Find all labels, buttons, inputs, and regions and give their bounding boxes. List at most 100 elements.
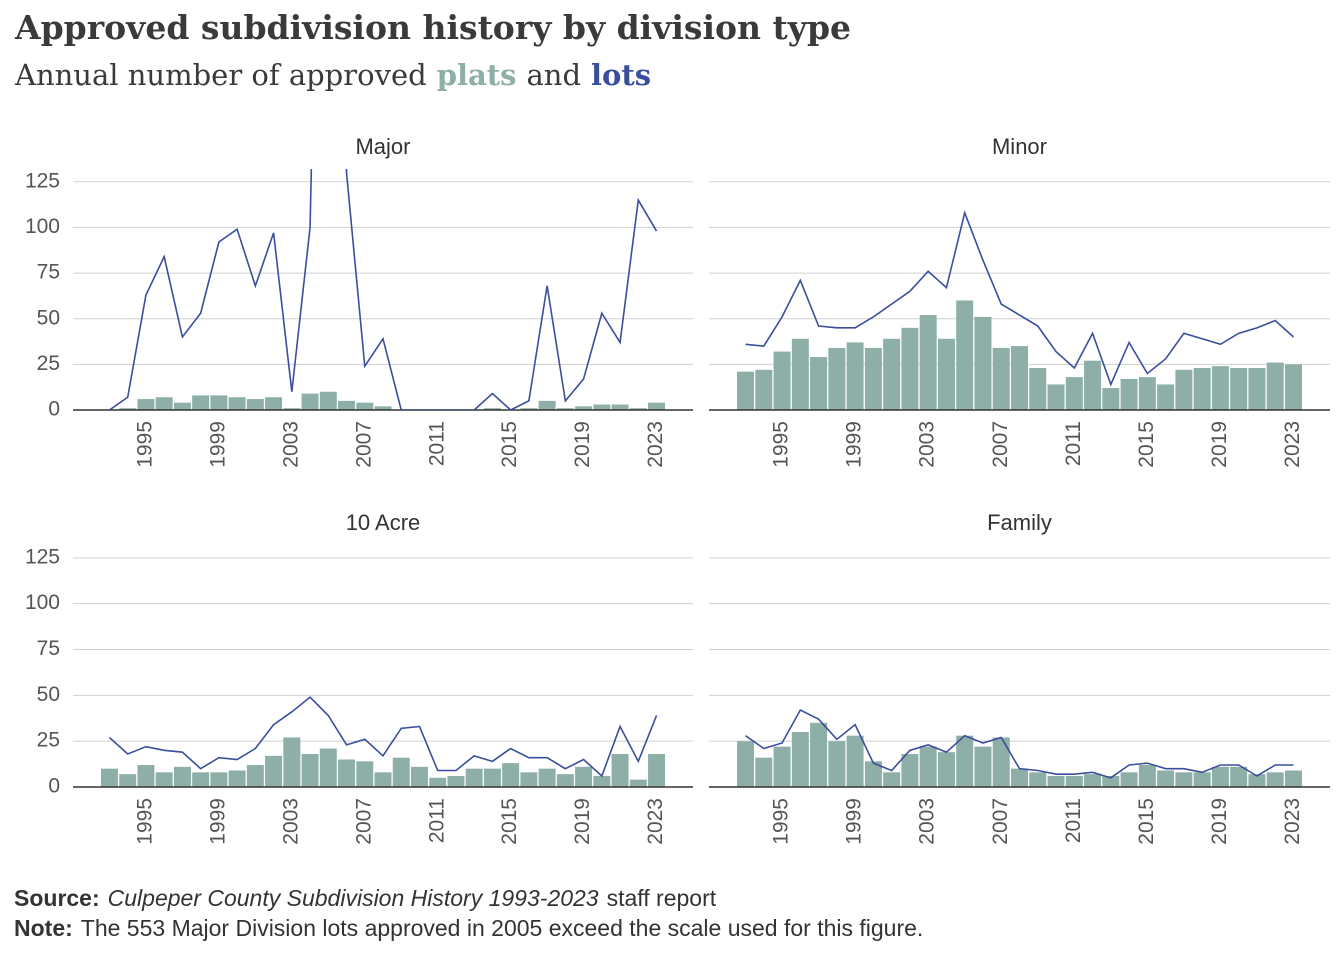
- legend-plats: plats: [437, 58, 517, 92]
- panel: 10 Acre 0 25 50 75 100 125 1995 1999 2003 2007 2011…: [25, 510, 693, 845]
- x-tick-label: 2011: [1062, 798, 1085, 843]
- bar: [1029, 368, 1047, 410]
- legend-lots: lots: [591, 58, 651, 92]
- bar: [1138, 765, 1156, 787]
- bar: [810, 357, 828, 410]
- bar: [901, 754, 919, 787]
- bar: [919, 746, 937, 787]
- line: [745, 210, 1295, 387]
- bar: [119, 408, 137, 410]
- bar: [137, 399, 155, 410]
- x-tick-label: 1999: [206, 421, 229, 468]
- line: [108, 696, 658, 778]
- bar: [974, 746, 992, 787]
- bar: [228, 397, 246, 410]
- bar: [538, 400, 556, 410]
- y-tick-label: 0: [48, 398, 60, 421]
- bar: [1102, 388, 1120, 410]
- bar: [1138, 377, 1156, 410]
- panel: Major 0 25 50 75 100 125 1995 1999 2003 2007 2011 20…: [25, 134, 693, 468]
- bar: [1157, 384, 1175, 410]
- subtitle: Annual number of approved plats and lots: [14, 58, 651, 92]
- bar: [265, 755, 283, 787]
- y-tick-label: 25: [37, 352, 60, 375]
- bar: [520, 408, 538, 410]
- bar: [937, 338, 955, 410]
- x-tick-label: 2007: [989, 798, 1012, 845]
- y-tick-label: 25: [37, 729, 60, 752]
- x-tick-label: 2023: [644, 421, 667, 468]
- bar: [810, 722, 828, 787]
- bar: [1193, 772, 1211, 787]
- bar: [173, 402, 191, 410]
- x-tick-label: 2015: [1135, 421, 1158, 468]
- x-tick-label: 2003: [279, 421, 302, 468]
- bar: [1065, 776, 1083, 787]
- bar: [864, 761, 882, 787]
- bar: [956, 300, 974, 410]
- x-tick-label: 2003: [279, 798, 302, 845]
- panel-title: Major: [355, 134, 410, 159]
- x-tick-label: 2011: [425, 421, 448, 466]
- bar: [1230, 368, 1248, 410]
- x-tick-label: 2023: [1281, 798, 1304, 845]
- source-text: Culpeper County Subdivision History 1993…: [108, 885, 599, 911]
- bar: [392, 757, 410, 787]
- y-tick-label: 50: [37, 306, 60, 329]
- bar: [755, 757, 773, 787]
- note-text: The 553 Major Division lots approved in …: [81, 915, 924, 941]
- bar: [846, 342, 864, 410]
- bar: [737, 371, 755, 410]
- bar: [1120, 772, 1138, 787]
- figure-title: Approved subdivision history by division…: [14, 8, 851, 47]
- bar: [1211, 366, 1229, 410]
- bar: [246, 399, 264, 410]
- bar: [483, 768, 501, 787]
- y-tick-label: 75: [37, 637, 60, 660]
- bar: [338, 759, 356, 787]
- x-tick-label: 2019: [571, 421, 594, 468]
- bar: [974, 316, 992, 410]
- bar: [755, 369, 773, 410]
- bar: [1230, 766, 1248, 787]
- bar: [828, 741, 846, 787]
- bar: [483, 408, 501, 410]
- bar: [301, 754, 319, 787]
- bar: [1175, 772, 1193, 787]
- bar: [593, 404, 611, 410]
- source-suffix: staff report: [607, 885, 717, 911]
- bar: [956, 735, 974, 787]
- bar: [520, 772, 538, 787]
- x-tick-label: 1999: [843, 421, 866, 468]
- bar: [556, 408, 574, 410]
- panel-title: Family: [987, 510, 1052, 535]
- bar: [210, 395, 228, 410]
- bar: [301, 393, 319, 410]
- bar: [1175, 369, 1193, 410]
- bar: [374, 406, 392, 410]
- bar: [1157, 770, 1175, 787]
- x-tick-label: 2003: [916, 798, 939, 845]
- bar: [1102, 776, 1120, 787]
- y-tick-label: 75: [37, 261, 60, 284]
- bar: [1284, 770, 1302, 787]
- x-tick-label: 2015: [1135, 798, 1158, 845]
- bar: [338, 400, 356, 410]
- bar: [593, 776, 611, 787]
- x-tick-label: 2011: [1062, 421, 1085, 466]
- note: Note: The 553 Major Division lots approve…: [14, 915, 923, 941]
- subtitle-join: and: [527, 58, 582, 92]
- x-tick-label: 1999: [206, 798, 229, 845]
- bar: [502, 763, 520, 787]
- bar: [429, 777, 447, 787]
- bar: [1248, 368, 1266, 410]
- bar: [374, 772, 392, 787]
- bar: [648, 402, 666, 410]
- line: [745, 708, 1294, 779]
- panel: Family 1995 1999 2003 2007 2011 2015 2019 2023: [709, 510, 1330, 845]
- bar: [192, 772, 210, 787]
- bar: [791, 338, 809, 410]
- y-tick-label: 0: [48, 775, 60, 798]
- source-label: Source:: [14, 885, 100, 911]
